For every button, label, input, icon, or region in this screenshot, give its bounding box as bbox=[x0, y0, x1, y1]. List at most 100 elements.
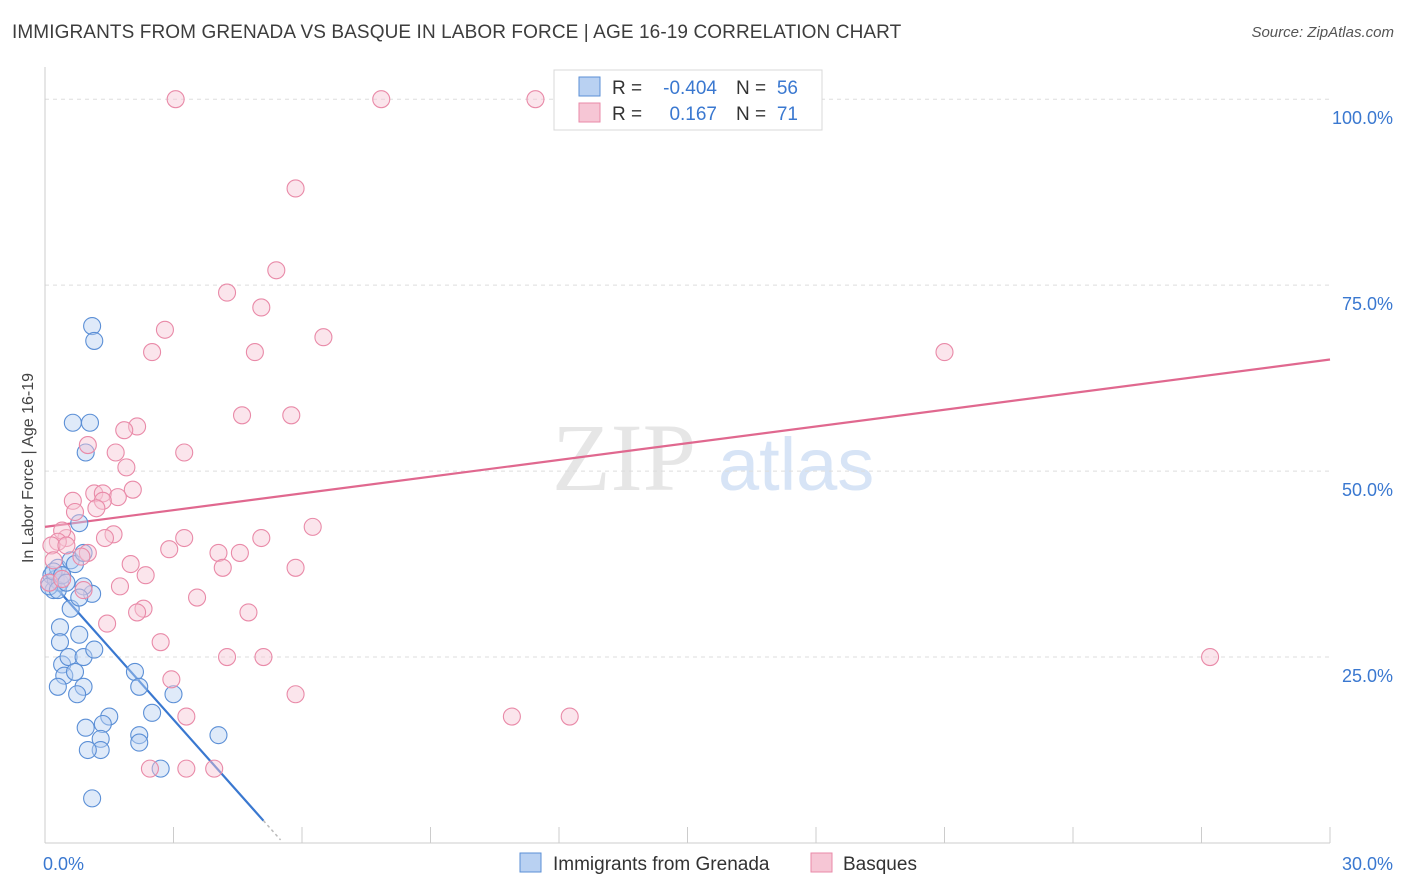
grenada-point bbox=[63, 413, 82, 432]
basques-point bbox=[286, 685, 305, 704]
basques-point bbox=[166, 90, 185, 109]
series-legend: Immigrants from Grenada Basques bbox=[519, 852, 917, 875]
basques-point bbox=[252, 298, 271, 317]
correlation-legend: R = -0.404 N = 56 R = 0.167 N = 71 bbox=[553, 69, 823, 131]
legend-r-value-2: 0.167 bbox=[669, 104, 717, 125]
grenada-point bbox=[76, 443, 95, 462]
basques-point bbox=[209, 543, 228, 562]
y-axis-label: In Labor Force | Age 16-19 bbox=[20, 373, 37, 563]
basques-point bbox=[230, 543, 249, 562]
grenada-point bbox=[70, 625, 89, 644]
grenada-point bbox=[164, 685, 183, 704]
basques-point bbox=[213, 558, 232, 577]
legend-r-label-1: R = bbox=[612, 78, 642, 99]
basques-point bbox=[282, 406, 301, 425]
grenada-point bbox=[100, 707, 119, 726]
grenada-point bbox=[74, 647, 93, 667]
grenada-trend-line bbox=[44, 574, 265, 822]
basques-point bbox=[162, 670, 181, 689]
basques-point bbox=[303, 517, 322, 536]
axes: 25.0% 50.0% 75.0% 100.0% 0.0% 30.0% bbox=[43, 67, 1393, 874]
basques-point bbox=[175, 443, 194, 462]
basques-point bbox=[65, 502, 85, 522]
y-tick-label: 75.0% bbox=[1342, 294, 1393, 314]
basques-point bbox=[57, 536, 76, 555]
grenada-point bbox=[50, 633, 70, 652]
basques-point bbox=[143, 343, 162, 362]
grenada-point bbox=[55, 666, 74, 685]
basques-point bbox=[205, 759, 224, 778]
basques-point bbox=[93, 484, 112, 503]
basques-point bbox=[136, 566, 155, 585]
series-legend-label-basques: Basques bbox=[843, 854, 917, 875]
basques-point bbox=[63, 491, 82, 510]
grenada-point bbox=[85, 640, 104, 659]
basques-point bbox=[239, 603, 258, 622]
basques-point bbox=[44, 551, 63, 570]
legend-n-value-2: 71 bbox=[777, 104, 798, 125]
grenada-point bbox=[65, 662, 85, 681]
basques-point bbox=[104, 525, 123, 544]
legend-swatch-basques bbox=[578, 102, 601, 123]
chart-title: IMMIGRANTS FROM GRENADA VS BASQUE IN LAB… bbox=[12, 22, 902, 43]
grenada-point bbox=[130, 733, 149, 752]
y-tick-label: 25.0% bbox=[1342, 666, 1393, 686]
grenada-point bbox=[48, 677, 67, 696]
basques-point bbox=[188, 588, 207, 607]
basques-point bbox=[123, 480, 142, 499]
basques-point bbox=[74, 581, 93, 600]
series-legend-label-grenada: Immigrants from Grenada bbox=[553, 854, 770, 875]
grenada-point bbox=[76, 718, 95, 737]
grenada-trend-extension bbox=[262, 820, 282, 841]
series-legend-swatch-basques bbox=[810, 852, 833, 873]
basques-point bbox=[175, 528, 194, 548]
basques-point bbox=[78, 436, 97, 455]
basques-point bbox=[108, 488, 127, 507]
basques-point bbox=[53, 569, 72, 588]
grenada-point bbox=[151, 759, 170, 778]
basques-point bbox=[177, 759, 196, 778]
grenada-point bbox=[85, 331, 104, 350]
y-tick-label: 100.0% bbox=[1332, 108, 1393, 128]
basques-point bbox=[245, 343, 264, 362]
legend-r-label-2: R = bbox=[612, 104, 642, 125]
basques-point bbox=[115, 421, 134, 440]
basques-point bbox=[106, 443, 125, 462]
x-tick-label: 0.0% bbox=[43, 854, 84, 874]
basques-point bbox=[128, 603, 147, 622]
basques-point bbox=[87, 499, 106, 518]
basques-point bbox=[155, 320, 174, 339]
basques-trend-line bbox=[44, 358, 1331, 528]
legend-n-label-1: N = bbox=[736, 78, 766, 99]
legend-n-value-1: 56 bbox=[777, 78, 798, 99]
basques-point bbox=[232, 406, 252, 425]
basques-point bbox=[95, 528, 115, 548]
basques-point bbox=[560, 707, 579, 726]
grenada-point bbox=[143, 703, 162, 722]
basques-point bbox=[217, 283, 237, 302]
grenada-point bbox=[83, 317, 102, 336]
grenada-point bbox=[74, 677, 93, 696]
series-legend-swatch-grenada bbox=[519, 852, 542, 873]
basques-point bbox=[72, 547, 91, 566]
grenada-point bbox=[78, 740, 97, 760]
chart-source: Source: ZipAtlas.com bbox=[1251, 24, 1394, 41]
grenada-point bbox=[70, 514, 89, 533]
grenada-point bbox=[91, 740, 110, 760]
basques-point bbox=[267, 261, 286, 280]
grenada-point bbox=[93, 714, 112, 734]
basques-point bbox=[98, 614, 117, 633]
grenada-point bbox=[130, 726, 149, 745]
basques-point bbox=[110, 577, 130, 596]
legend-n-label-2: N = bbox=[736, 104, 766, 125]
basques-point bbox=[526, 90, 545, 109]
grenada-point bbox=[80, 413, 100, 432]
data-points bbox=[40, 90, 1220, 808]
basques-point bbox=[252, 528, 271, 548]
basques-point bbox=[286, 558, 305, 577]
grenada-point bbox=[68, 685, 87, 704]
basques-point bbox=[53, 521, 72, 540]
legend-r-value-1: -0.404 bbox=[663, 78, 717, 99]
basques-point bbox=[286, 179, 305, 198]
